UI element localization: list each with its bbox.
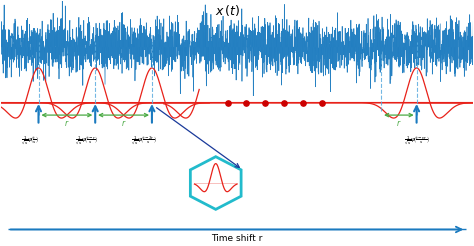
Text: Time shift r: Time shift r (211, 234, 263, 243)
Text: $r$: $r$ (64, 118, 70, 128)
Text: $\frac{1}{\sqrt{s}}\psi\!\left(\frac{t}{s}\right)$: $\frac{1}{\sqrt{s}}\psi\!\left(\frac{t}{… (21, 135, 39, 147)
Text: $r$: $r$ (396, 118, 401, 128)
Text: $\frac{1}{\sqrt{s}}\psi\!\left(\frac{t\!-\!2r}{s}\right)$: $\frac{1}{\sqrt{s}}\psi\!\left(\frac{t\!… (130, 135, 156, 147)
Text: $x\,(t)$: $x\,(t)$ (215, 3, 240, 18)
Text: $\frac{1}{\sqrt{s}}\psi\!\left(\frac{t\!-\!r}{s}\right)$: $\frac{1}{\sqrt{s}}\psi\!\left(\frac{t\!… (75, 135, 98, 147)
Text: $r$: $r$ (121, 118, 127, 128)
Text: $\frac{1}{\sqrt{s}}\psi\!\left(\frac{t\!-\!nr}{s}\right)$: $\frac{1}{\sqrt{s}}\psi\!\left(\frac{t\!… (404, 135, 429, 147)
